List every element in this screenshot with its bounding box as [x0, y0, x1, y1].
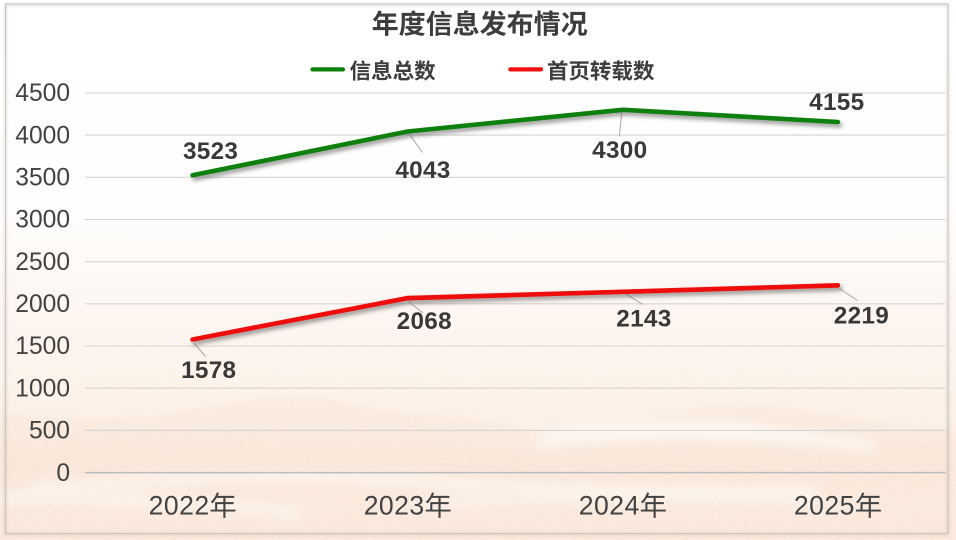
- svg-text:2023: 2023: [364, 490, 425, 520]
- svg-text:4155: 4155: [809, 89, 864, 116]
- svg-text:1500: 1500: [15, 333, 70, 360]
- svg-text:2022: 2022: [149, 490, 210, 520]
- svg-text:4300: 4300: [592, 137, 647, 164]
- svg-text:1578: 1578: [181, 357, 236, 384]
- svg-text:3523: 3523: [183, 138, 238, 165]
- svg-text:2025: 2025: [794, 490, 855, 520]
- svg-text:1000: 1000: [15, 375, 70, 402]
- svg-text:2219: 2219: [834, 303, 889, 330]
- svg-text:0: 0: [56, 460, 70, 487]
- svg-text:2143: 2143: [616, 306, 671, 333]
- svg-text:4000: 4000: [15, 122, 70, 149]
- svg-text:2024: 2024: [579, 490, 640, 520]
- svg-text:2500: 2500: [15, 249, 70, 276]
- svg-text:2000: 2000: [15, 291, 70, 318]
- svg-text:500: 500: [29, 418, 70, 445]
- svg-text:3000: 3000: [15, 207, 70, 234]
- svg-text:2068: 2068: [397, 308, 452, 335]
- svg-text:4500: 4500: [15, 80, 70, 107]
- svg-text:3500: 3500: [15, 165, 70, 192]
- svg-text:4043: 4043: [395, 157, 450, 184]
